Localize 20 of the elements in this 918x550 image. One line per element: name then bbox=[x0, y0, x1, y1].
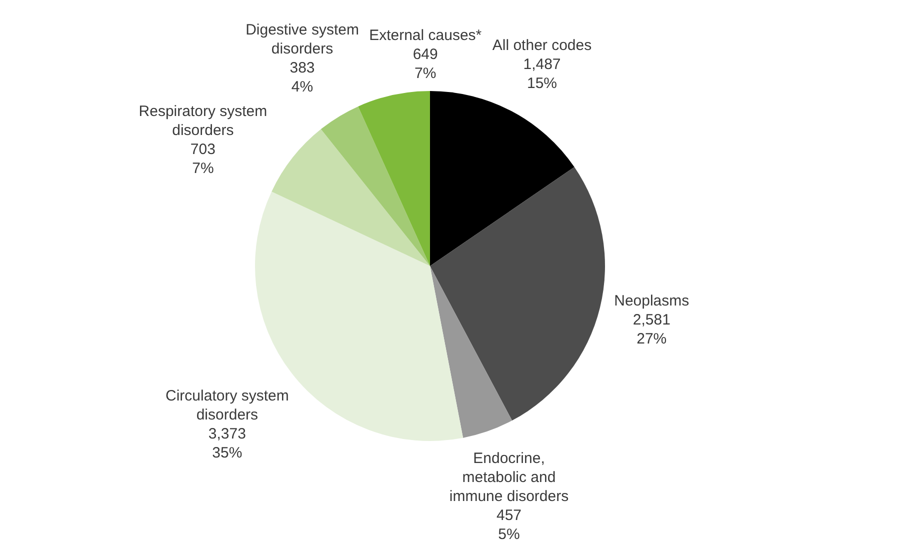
data-label: 2,581 27% bbox=[632, 312, 670, 348]
pie-slice bbox=[358, 91, 430, 266]
data-label: 383 4% bbox=[290, 60, 315, 96]
pie-slice bbox=[430, 167, 605, 421]
data-label: 649 7% bbox=[412, 46, 438, 82]
slice-label: Neoplasms bbox=[614, 292, 690, 310]
pie-slice bbox=[430, 266, 512, 438]
slice-label: Endocrine, metabolic and immune disorders bbox=[449, 450, 569, 505]
pie-slice bbox=[272, 129, 430, 266]
pie-slice bbox=[430, 91, 574, 266]
slice-label: Digestive system disorders bbox=[246, 22, 359, 58]
slice-label: External causes* bbox=[369, 27, 482, 44]
data-label: 703 7% bbox=[190, 140, 216, 177]
slice-label: Respiratory system disorders bbox=[138, 102, 268, 139]
data-label: 3,373 35% bbox=[208, 425, 246, 462]
data-label: 1,487 15% bbox=[523, 56, 561, 92]
data-label: 457 5% bbox=[496, 506, 522, 543]
pie-slice bbox=[320, 106, 430, 266]
slice-label: Circulatory system disorders bbox=[166, 387, 289, 424]
slice-label: All other codes bbox=[492, 36, 592, 54]
